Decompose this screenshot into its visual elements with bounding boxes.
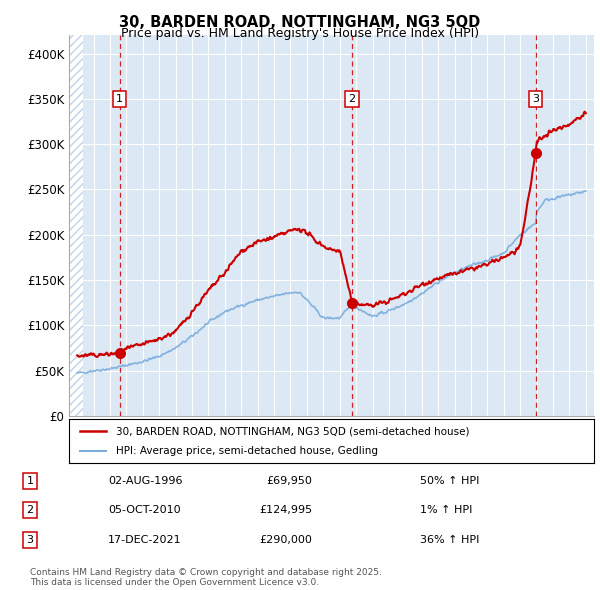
Text: 02-AUG-1996: 02-AUG-1996 (108, 476, 182, 486)
Text: £69,950: £69,950 (266, 476, 312, 486)
Text: 2: 2 (349, 94, 356, 104)
Text: Price paid vs. HM Land Registry's House Price Index (HPI): Price paid vs. HM Land Registry's House … (121, 27, 479, 40)
Text: 1: 1 (26, 476, 34, 486)
Text: 3: 3 (532, 94, 539, 104)
Text: 1% ↑ HPI: 1% ↑ HPI (420, 506, 472, 515)
Text: 05-OCT-2010: 05-OCT-2010 (108, 506, 181, 515)
Text: 30, BARDEN ROAD, NOTTINGHAM, NG3 5QD: 30, BARDEN ROAD, NOTTINGHAM, NG3 5QD (119, 15, 481, 30)
Bar (69, 35, 83, 416)
Text: 3: 3 (26, 535, 34, 545)
Text: £124,995: £124,995 (259, 506, 312, 515)
Text: 50% ↑ HPI: 50% ↑ HPI (420, 476, 479, 486)
Text: 2: 2 (26, 506, 34, 515)
Text: 36% ↑ HPI: 36% ↑ HPI (420, 535, 479, 545)
Text: HPI: Average price, semi-detached house, Gedling: HPI: Average price, semi-detached house,… (116, 446, 378, 455)
Text: 30, BARDEN ROAD, NOTTINGHAM, NG3 5QD (semi-detached house): 30, BARDEN ROAD, NOTTINGHAM, NG3 5QD (se… (116, 427, 470, 436)
Bar (69, 35, 83, 416)
Text: £290,000: £290,000 (259, 535, 312, 545)
Text: 1: 1 (116, 94, 123, 104)
Text: 17-DEC-2021: 17-DEC-2021 (108, 535, 182, 545)
Text: Contains HM Land Registry data © Crown copyright and database right 2025.
This d: Contains HM Land Registry data © Crown c… (30, 568, 382, 587)
